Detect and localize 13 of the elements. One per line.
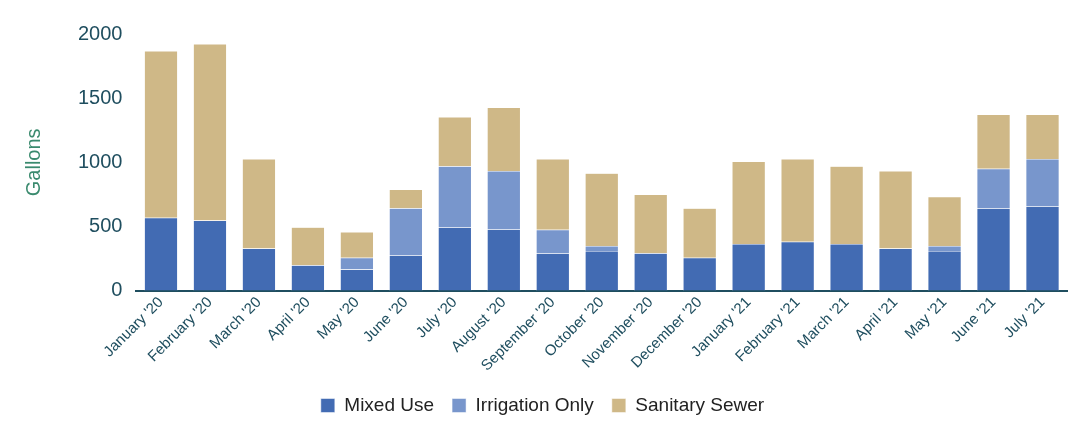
x-tick-label: May '20 <box>313 293 362 342</box>
y-tick-label: 2000 <box>77 21 123 44</box>
x-tick-label: July '21 <box>999 293 1048 341</box>
x-tick-label: May '21 <box>900 293 950 342</box>
legend-label: Irrigation Only <box>475 393 595 415</box>
y-tick-label: 1500 <box>77 85 123 108</box>
y-axis-title: Gallons <box>21 128 44 197</box>
y-tick-label: 500 <box>89 213 123 236</box>
legend-label: Sanitary Sewer <box>635 393 765 415</box>
legend-label: Mixed Use <box>344 393 435 415</box>
x-tick-label: July '20 <box>412 293 460 341</box>
y-tick-label: 1000 <box>77 149 123 172</box>
y-tick-label: 0 <box>111 278 123 301</box>
